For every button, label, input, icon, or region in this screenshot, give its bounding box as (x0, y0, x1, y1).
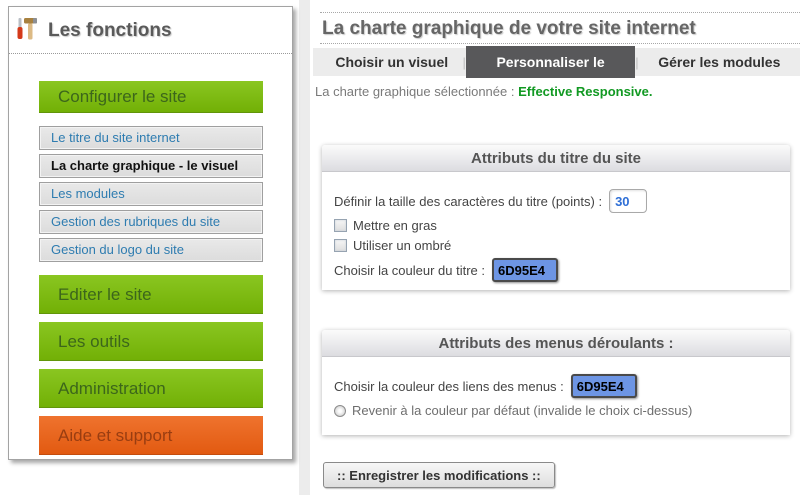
panel-title-attributes-header: Attributs du titre du site (322, 145, 790, 172)
selected-charte-label: La charte graphique sélectionnée : (315, 84, 515, 99)
sidebar-button-editer-le-site[interactable]: Editer le site (39, 275, 263, 314)
sidebar-button-administration[interactable]: Administration (39, 369, 263, 408)
default-color-radio[interactable] (334, 404, 346, 417)
sidebar-button-aide-et-support[interactable]: Aide et support (39, 416, 263, 455)
panel-title-attributes: Attributs du titre du site Définir la ta… (322, 145, 790, 290)
sidebar-item-charte-graphique[interactable]: La charte graphique - le visuel (39, 154, 263, 178)
sidebar-item-les-modules[interactable]: Les modules (39, 182, 263, 206)
sidebar-links: Le titre du site internet La charte grap… (39, 126, 292, 262)
selected-charte-value: Effective Responsive. (518, 84, 653, 99)
bold-checkbox[interactable] (334, 219, 347, 232)
divider-top (320, 12, 800, 13)
panel-menu-attributes: Attributs des menus déroulants : Choisir… (322, 330, 790, 435)
sidebar-item-gestion-rubriques[interactable]: Gestion des rubriques du site (39, 210, 263, 234)
shadow-checkbox[interactable] (334, 239, 347, 252)
sidebar-button-configurer-le-site[interactable]: Configurer le site (39, 81, 263, 113)
bold-checkbox-label: Mettre en gras (353, 218, 437, 233)
shadow-checkbox-label: Utiliser un ombré (353, 238, 452, 253)
tools-icon (15, 15, 39, 47)
sidebar-item-gestion-logo[interactable]: Gestion du logo du site (39, 238, 263, 262)
sidebar-menu: Configurer le site Le titre du site inte… (9, 54, 292, 455)
default-color-radio-label: Revenir à la couleur par défaut (invalid… (352, 403, 693, 418)
menu-color-input[interactable] (570, 374, 637, 398)
sidebar-button-les-outils[interactable]: Les outils (39, 322, 263, 361)
tab-separator: | (462, 54, 466, 70)
tab-personnaliser-le-visuel[interactable]: Personnaliser le visuel (465, 46, 636, 102)
divider-under-title (320, 43, 800, 44)
page-title: La charte graphique de votre site intern… (322, 18, 696, 39)
selected-charte-line: La charte graphique sélectionnée : Effec… (315, 84, 800, 99)
title-size-input[interactable] (609, 189, 648, 213)
title-size-label: Définir la taille des caractères du titr… (334, 193, 603, 209)
sidebar-item-titre-du-site[interactable]: Le titre du site internet (39, 126, 263, 150)
panel-menu-attributes-header: Attributs des menus déroulants : (322, 330, 790, 357)
column-gap-strip (299, 0, 310, 495)
tab-gerer-les-modules[interactable]: Gérer les modules (658, 54, 781, 70)
sidebar-title: Les fonctions (48, 20, 172, 41)
save-button[interactable]: :: Enregistrer les modifications :: (323, 462, 555, 488)
tab-separator: | (635, 54, 639, 70)
sidebar: Les fonctions Configurer le site Le titr… (8, 6, 293, 460)
title-color-input[interactable] (492, 258, 559, 282)
sidebar-header: Les fonctions (9, 7, 292, 54)
tab-bar: Choisir un visuel | Personnaliser le vis… (313, 46, 800, 102)
menu-color-label: Choisir la couleur des liens des menus : (334, 378, 564, 394)
title-color-label: Choisir la couleur du titre : (334, 262, 486, 278)
tab-choisir-un-visuel[interactable]: Choisir un visuel (335, 54, 449, 70)
main-content: La charte graphique de votre site intern… (313, 0, 800, 495)
